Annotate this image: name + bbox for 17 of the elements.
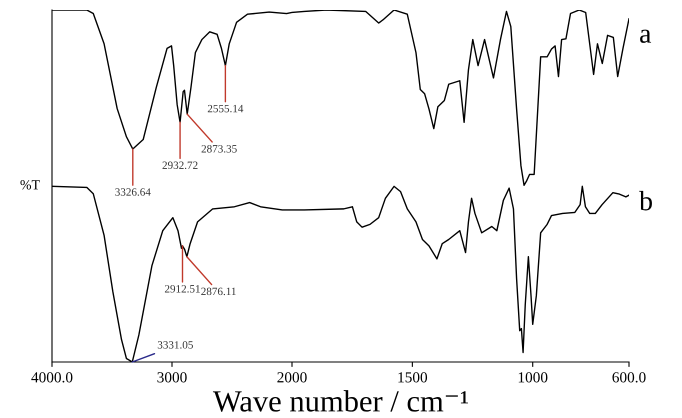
x-tick-label: 3000 <box>157 372 187 382</box>
annotation: 2876.11 <box>201 288 236 296</box>
series-label: a <box>640 30 652 43</box>
y-axis-title: %T <box>20 180 40 190</box>
annotation: 2912.51 <box>164 285 200 293</box>
series-label: b <box>639 190 652 210</box>
annotation: 3326.64 <box>115 188 151 196</box>
x-axis-title: Wave number / cm⁻¹ <box>212 390 468 412</box>
x-tick-label: 1000 <box>518 372 548 382</box>
x-tick-label: 2000 <box>277 372 307 382</box>
x-tick-label: 600.0 <box>612 372 646 383</box>
annotation: 2873.35 <box>202 145 237 153</box>
x-tick-label: 4000.0 <box>31 372 72 383</box>
annotation: 2555.14 <box>208 104 244 112</box>
x-tick-label: 1500 <box>398 372 428 382</box>
annotation: 2932.72 <box>162 162 198 170</box>
annotation: 3331.05 <box>158 341 193 349</box>
